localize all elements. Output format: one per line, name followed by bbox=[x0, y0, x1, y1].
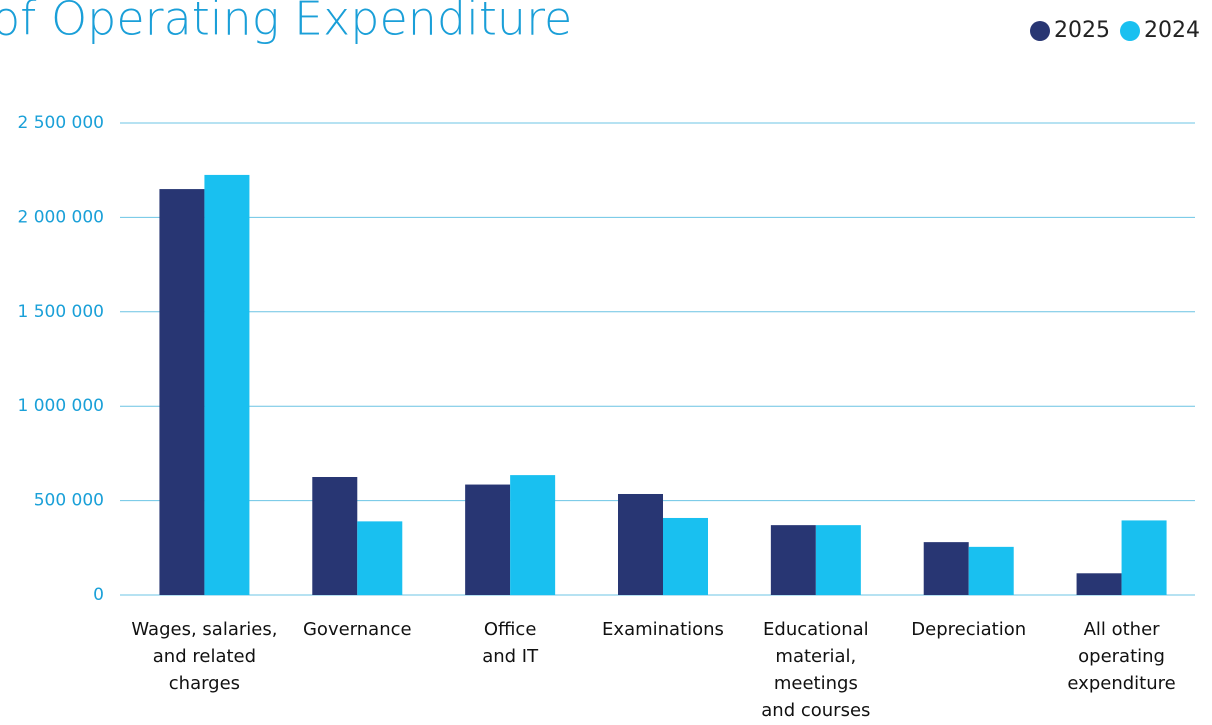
bar bbox=[663, 517, 708, 595]
bar bbox=[312, 477, 358, 595]
chart-title: of Operating Expenditure bbox=[0, 0, 572, 46]
x-tick-label: and related bbox=[153, 646, 256, 667]
x-tick-label: material, bbox=[775, 646, 856, 667]
x-tick-label: Examinations bbox=[602, 619, 724, 640]
x-tick-label: Office bbox=[484, 619, 537, 640]
x-tick-label: Educational bbox=[763, 619, 869, 640]
bar bbox=[968, 546, 1014, 595]
x-tick-label: and courses bbox=[761, 700, 870, 721]
legend-label: 2025 bbox=[1054, 18, 1110, 43]
bar bbox=[204, 174, 250, 596]
bar bbox=[357, 521, 403, 595]
legend-swatch bbox=[1030, 21, 1050, 41]
x-tick-label: charges bbox=[169, 673, 240, 694]
bar bbox=[618, 493, 663, 595]
bar bbox=[770, 525, 816, 595]
bar bbox=[510, 475, 556, 595]
y-tick-label: 1 000 000 bbox=[17, 396, 104, 416]
bar bbox=[159, 189, 205, 595]
x-tick-label: Wages, salaries, bbox=[131, 619, 277, 640]
x-tick-label: meetings bbox=[774, 673, 858, 694]
y-tick-label: 1 500 000 bbox=[17, 302, 104, 322]
bar bbox=[815, 525, 861, 595]
bar bbox=[1121, 520, 1167, 595]
x-tick-label: operating bbox=[1078, 646, 1165, 667]
legend-label: 2024 bbox=[1144, 18, 1200, 43]
bar bbox=[1076, 573, 1122, 595]
x-tick-label: Depreciation bbox=[911, 619, 1026, 640]
x-tick-label: Governance bbox=[303, 619, 412, 640]
legend-swatch bbox=[1120, 21, 1140, 41]
y-tick-label: 2 500 000 bbox=[17, 113, 104, 133]
y-tick-label: 2 000 000 bbox=[17, 207, 104, 227]
bar bbox=[923, 542, 969, 595]
y-tick-label: 500 000 bbox=[34, 491, 104, 511]
x-tick-label: All other bbox=[1084, 619, 1161, 640]
y-tick-label: 0 bbox=[93, 585, 104, 605]
x-tick-label: expenditure bbox=[1067, 673, 1175, 694]
bar bbox=[465, 484, 511, 595]
x-tick-label: and IT bbox=[482, 646, 539, 667]
